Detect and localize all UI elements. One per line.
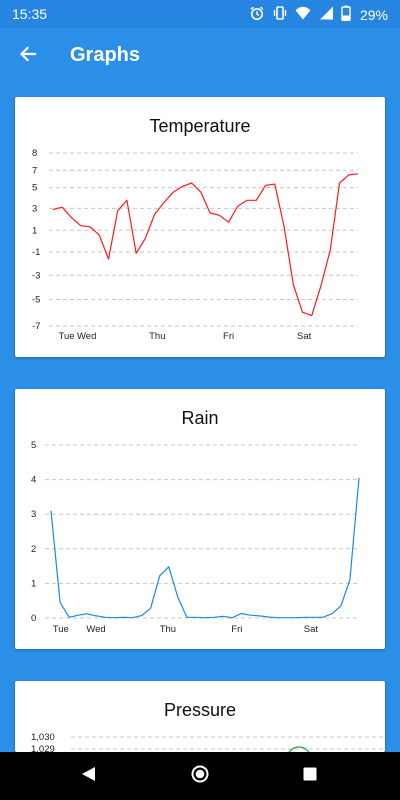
- y-tick-label: -1: [32, 247, 40, 258]
- navigation-bar: [0, 752, 400, 800]
- nav-recents-icon: [302, 766, 318, 787]
- nav-home-button[interactable]: [188, 764, 212, 788]
- x-tick-label: Fri: [223, 331, 234, 342]
- x-tick-label: Wed: [86, 624, 105, 635]
- y-tick-label: 3: [31, 509, 36, 520]
- x-tick-label: Wed: [77, 331, 96, 342]
- rain-chart-title: Rain: [181, 408, 219, 428]
- y-tick-label: -5: [32, 294, 40, 305]
- rain-chart: 5 4 3 2 1 0 Tue Wed Thu Fri Sat: [31, 440, 360, 635]
- y-tick-label: 5: [32, 183, 37, 194]
- series-line: [52, 173, 359, 317]
- nav-home-icon: [190, 764, 210, 789]
- y-tick-label: 3: [32, 203, 37, 214]
- y-tick-label: -3: [32, 270, 40, 281]
- y-tick-label: 1: [32, 225, 37, 236]
- x-tick-label: Sat: [304, 624, 319, 635]
- y-tick-label: 4: [31, 475, 36, 486]
- y-tick-label: 2: [31, 544, 36, 555]
- y-tick-label: 1,030: [31, 732, 55, 743]
- nav-recents-button[interactable]: [298, 764, 322, 788]
- y-tick-label: 0: [31, 613, 36, 624]
- wifi-icon: [295, 5, 311, 24]
- y-tick-label: 1: [31, 578, 36, 589]
- app-bar: Graphs: [0, 28, 400, 84]
- y-tick-label: 8: [32, 148, 37, 159]
- pressure-marker: [288, 746, 310, 752]
- back-arrow-icon: [18, 44, 38, 69]
- x-tick-label: Thu: [160, 624, 176, 635]
- status-icons: 29%: [249, 5, 388, 24]
- temperature-card: Temperature 8 7 5 3 1 -1 -3 -5 -7 Tue Wed Thu Fri Sat: [15, 97, 385, 357]
- rain-card: Rain 5 4 3 2 1 0 Tue Wed Thu Fri Sat: [15, 389, 385, 649]
- nav-back-icon: [79, 765, 97, 788]
- x-tick-label: Tue: [59, 331, 75, 342]
- status-bar: 15:35 29%: [0, 0, 400, 28]
- vibrate-icon: [272, 5, 288, 24]
- temperature-chart: 8 7 5 3 1 -1 -3 -5 -7 Tue Wed Thu Fri Sat: [32, 148, 359, 342]
- signal-icon: [318, 5, 334, 24]
- temperature-chart-title: Temperature: [149, 116, 251, 136]
- y-tick-label: 7: [32, 165, 37, 176]
- pressure-chart-title: Pressure: [163, 700, 237, 720]
- y-tick-label: -7: [32, 321, 40, 332]
- alarm-icon: [249, 5, 265, 24]
- nav-back-button[interactable]: [76, 764, 100, 788]
- x-tick-label: Thu: [149, 331, 165, 342]
- x-tick-label: Sat: [297, 331, 312, 342]
- app-title: Graphs: [70, 44, 141, 66]
- x-tick-label: Tue: [53, 624, 69, 635]
- back-button[interactable]: [12, 40, 44, 72]
- status-time: 15:35: [12, 6, 48, 22]
- y-tick-label: 5: [31, 440, 36, 451]
- y-tick-label: 1,029: [31, 744, 55, 752]
- series-line: [50, 477, 360, 619]
- battery-icon: [341, 5, 351, 24]
- x-tick-label: Fri: [231, 624, 242, 635]
- battery-percent: 29%: [359, 6, 388, 23]
- pressure-card: Pressure 1,030 1,029: [15, 681, 385, 752]
